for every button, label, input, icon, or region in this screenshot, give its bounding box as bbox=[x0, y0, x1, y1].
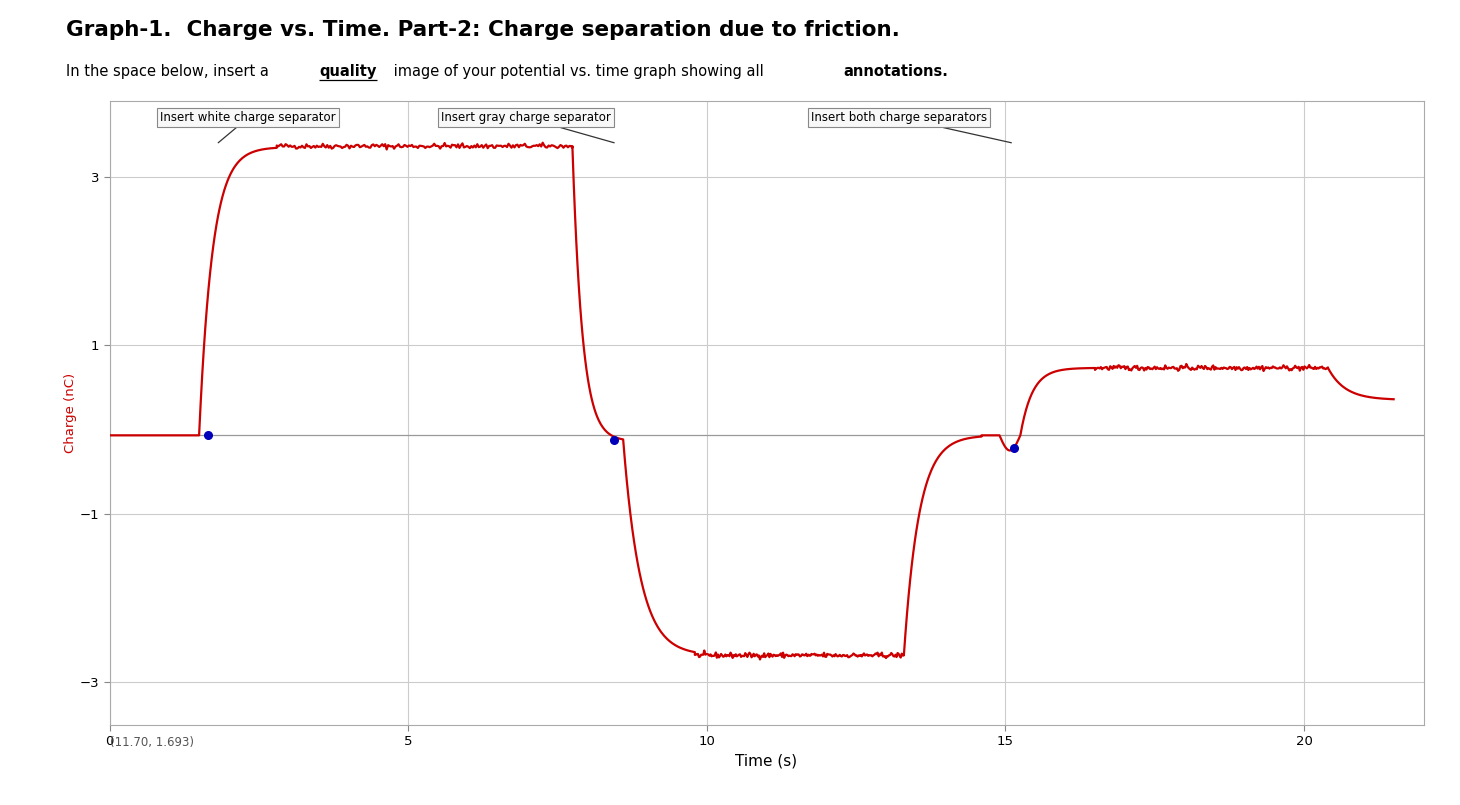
Text: annotations.: annotations. bbox=[844, 64, 949, 80]
X-axis label: Time (s): Time (s) bbox=[736, 753, 797, 769]
Text: (11.70, 1.693): (11.70, 1.693) bbox=[110, 736, 194, 749]
Text: Graph-1.  Charge vs. Time. Part-2: Charge separation due to friction.: Graph-1. Charge vs. Time. Part-2: Charge… bbox=[66, 20, 899, 40]
Text: Insert gray charge separator: Insert gray charge separator bbox=[441, 111, 615, 142]
Text: In the space below, insert a: In the space below, insert a bbox=[66, 64, 273, 80]
Text: Insert both charge separators: Insert both charge separators bbox=[812, 111, 1012, 142]
Y-axis label: Charge (nC): Charge (nC) bbox=[64, 373, 77, 452]
Text: quality: quality bbox=[320, 64, 377, 80]
Text: image of your potential vs. time graph showing all: image of your potential vs. time graph s… bbox=[388, 64, 768, 80]
Text: Insert white charge separator: Insert white charge separator bbox=[161, 111, 336, 142]
